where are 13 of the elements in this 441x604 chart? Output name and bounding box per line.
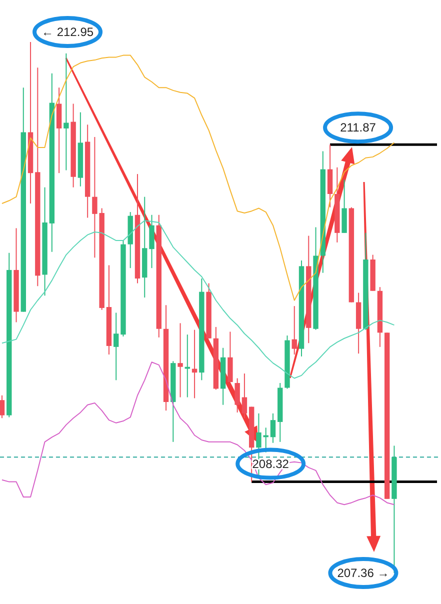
text: ← 212.95 bbox=[42, 25, 94, 39]
candlestick bbox=[184, 334, 190, 398]
candlestick bbox=[178, 322, 183, 398]
annotation: 211.87 bbox=[340, 120, 376, 135]
candlestick bbox=[149, 214, 154, 269]
candlestick bbox=[64, 52, 69, 171]
candlestick bbox=[234, 378, 240, 413]
candlestick bbox=[292, 306, 297, 356]
candlestick bbox=[242, 373, 248, 419]
candlestick bbox=[0, 394, 5, 419]
annotation: 207.36 → bbox=[337, 566, 390, 580]
candlestick bbox=[270, 412, 276, 444]
candlestick bbox=[114, 312, 119, 381]
